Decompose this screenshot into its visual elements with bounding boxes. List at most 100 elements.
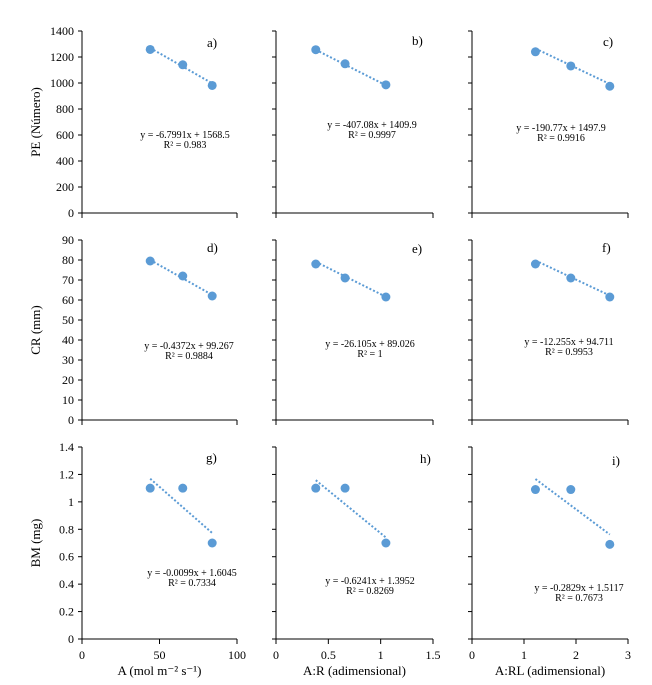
panel-e-equation: y = -26.105x + 89.026 xyxy=(325,339,415,350)
panel-a-data-point xyxy=(207,80,217,90)
panel-f-equation: y = -12.255x + 94.711 xyxy=(524,337,613,348)
panel-e-data-point xyxy=(340,273,350,283)
panel-g-y-tick-label: 0.6 xyxy=(59,550,74,564)
panel-c-data-point xyxy=(566,61,576,71)
panel-d-y-tick-label: 60 xyxy=(62,293,74,307)
panel-i-trendline xyxy=(534,478,611,536)
panel-i-data-point xyxy=(605,539,615,549)
panel-b-label: b) xyxy=(412,33,423,48)
panel-a-y-tick-label: 1000 xyxy=(50,76,74,90)
panel-f-label: f) xyxy=(602,240,611,255)
panel-i-x-tick-label: 0 xyxy=(469,648,475,662)
panel-d-data-point xyxy=(145,256,155,266)
panel-g-trendline xyxy=(149,477,213,534)
panel-h-x-axis-title: A:R (adimensional) xyxy=(303,663,406,678)
panel-h-x-tick-label: 1.5 xyxy=(426,648,441,662)
panel-d-y-tick-label: 10 xyxy=(62,393,74,407)
panel-g-label: g) xyxy=(206,450,217,465)
panel-h-equation: y = -0.6241x + 1.3952 xyxy=(325,576,415,587)
panel-d-y-tick-label: 0 xyxy=(68,413,74,427)
panel-c-label: c) xyxy=(603,34,613,49)
panel-g-data-point xyxy=(207,538,217,548)
panel-f-data-point xyxy=(566,273,576,283)
panel-b-r-squared: R² = 0.9997 xyxy=(348,130,396,141)
panel-g-y-tick-label: 0 xyxy=(68,632,74,646)
panel-d-r-squared: R² = 0.9884 xyxy=(165,351,213,362)
panel-h-data-point xyxy=(311,483,321,493)
panel-d-label: d) xyxy=(207,240,218,255)
panel-a-y-tick-label: 0 xyxy=(68,206,74,220)
panel-g-y-tick-label: 0.4 xyxy=(59,577,74,591)
panel-f-r-squared: R² = 0.9953 xyxy=(545,347,593,358)
panel-g-x-tick-label: 0 xyxy=(79,648,85,662)
panel-g-x-tick-label: 100 xyxy=(228,648,246,662)
panel-b-data-point xyxy=(311,45,321,55)
panel-d-data-point xyxy=(207,291,217,301)
panel-c-equation: y = -190.77x + 1497.9 xyxy=(516,123,606,134)
panel-i-label: i) xyxy=(612,453,620,468)
panel-e-data-point xyxy=(381,292,391,302)
panel-c-r-squared: R² = 0.9916 xyxy=(537,133,585,144)
panel-d-y-tick-label: 50 xyxy=(62,313,74,327)
panel-h-x-tick-label: 1 xyxy=(378,648,384,662)
panel-a-equation: y = -6.7991x + 1568.5 xyxy=(140,130,230,141)
panel-h-label: h) xyxy=(420,451,431,466)
panel-g-data-point xyxy=(145,483,155,493)
panel-i-equation: y = -0.2829x + 1.5117 xyxy=(534,583,623,594)
panel-i-x-tick-label: 3 xyxy=(625,648,631,662)
panel-a-y-tick-label: 200 xyxy=(56,180,74,194)
panel-d-y-tick-label: 30 xyxy=(62,353,74,367)
panel-i-x-tick-label: 2 xyxy=(573,648,579,662)
panel-a-y-axis-title: PE (Número) xyxy=(28,87,43,157)
panel-a-y-tick-label: 1200 xyxy=(50,50,74,64)
panel-g-y-tick-label: 1 xyxy=(68,495,74,509)
panel-i-data-point xyxy=(530,485,540,495)
panel-d-y-tick-label: 80 xyxy=(62,253,74,267)
panel-a-y-tick-label: 400 xyxy=(56,154,74,168)
panel-b-data-point xyxy=(340,59,350,69)
panel-b-data-point xyxy=(381,80,391,90)
panel-a-data-point xyxy=(178,60,188,70)
panel-a-data-point xyxy=(145,44,155,54)
panel-e-label: e) xyxy=(412,241,422,256)
panel-g-equation: y = -0.0099x + 1.6045 xyxy=(147,568,237,579)
panel-g-y-tick-label: 1.4 xyxy=(59,440,74,454)
panel-e-data-point xyxy=(311,259,321,269)
panel-d-y-tick-label: 20 xyxy=(62,373,74,387)
panel-a-y-tick-label: 1400 xyxy=(50,24,74,38)
panel-i-data-point xyxy=(566,485,576,495)
panel-b-trendline xyxy=(315,48,387,87)
panel-c-data-point xyxy=(530,47,540,57)
panel-d-y-tick-label: 40 xyxy=(62,333,74,347)
panel-h-r-squared: R² = 0.8269 xyxy=(346,586,394,597)
panel-d-equation: y = -0.4372x + 99.267 xyxy=(144,341,234,352)
panel-d-y-tick-label: 70 xyxy=(62,273,74,287)
panel-d-y-axis-title: CR (mm) xyxy=(28,305,43,354)
panel-f-data-point xyxy=(605,292,615,302)
panel-g-data-point xyxy=(178,483,188,493)
panel-f-data-point xyxy=(530,259,540,269)
panel-i-x-tick-label: 1 xyxy=(521,648,527,662)
panel-b-equation: y = -407.08x + 1409.9 xyxy=(327,120,417,131)
panel-g-x-axis-title: A (mol m⁻² s⁻¹) xyxy=(118,663,202,678)
panel-i-x-axis-title: A:RL (adimensional) xyxy=(495,663,605,678)
panel-c-data-point xyxy=(605,81,615,91)
panel-a-label: a) xyxy=(207,35,217,50)
panel-d-data-point xyxy=(178,271,188,281)
panel-e-r-squared: R² = 1 xyxy=(357,349,382,360)
panel-g-r-squared: R² = 0.7334 xyxy=(168,578,216,589)
panel-a-r-squared: R² = 0.983 xyxy=(164,140,207,151)
panel-g-y-tick-label: 0.2 xyxy=(59,605,74,619)
panel-a-y-tick-label: 800 xyxy=(56,102,74,116)
panel-a-y-tick-label: 600 xyxy=(56,128,74,142)
panel-i-r-squared: R² = 0.7673 xyxy=(555,593,603,604)
panel-h-x-tick-label: 0 xyxy=(273,648,279,662)
panel-h-data-point xyxy=(381,538,391,548)
panel-g-y-tick-label: 1.2 xyxy=(59,467,74,481)
panel-d-y-tick-label: 90 xyxy=(62,233,74,247)
panel-h-data-point xyxy=(340,483,350,493)
panel-g-y-axis-title: BM (mg) xyxy=(28,519,43,568)
panel-e-trendline xyxy=(315,260,387,298)
panel-g-x-tick-label: 50 xyxy=(154,648,166,662)
